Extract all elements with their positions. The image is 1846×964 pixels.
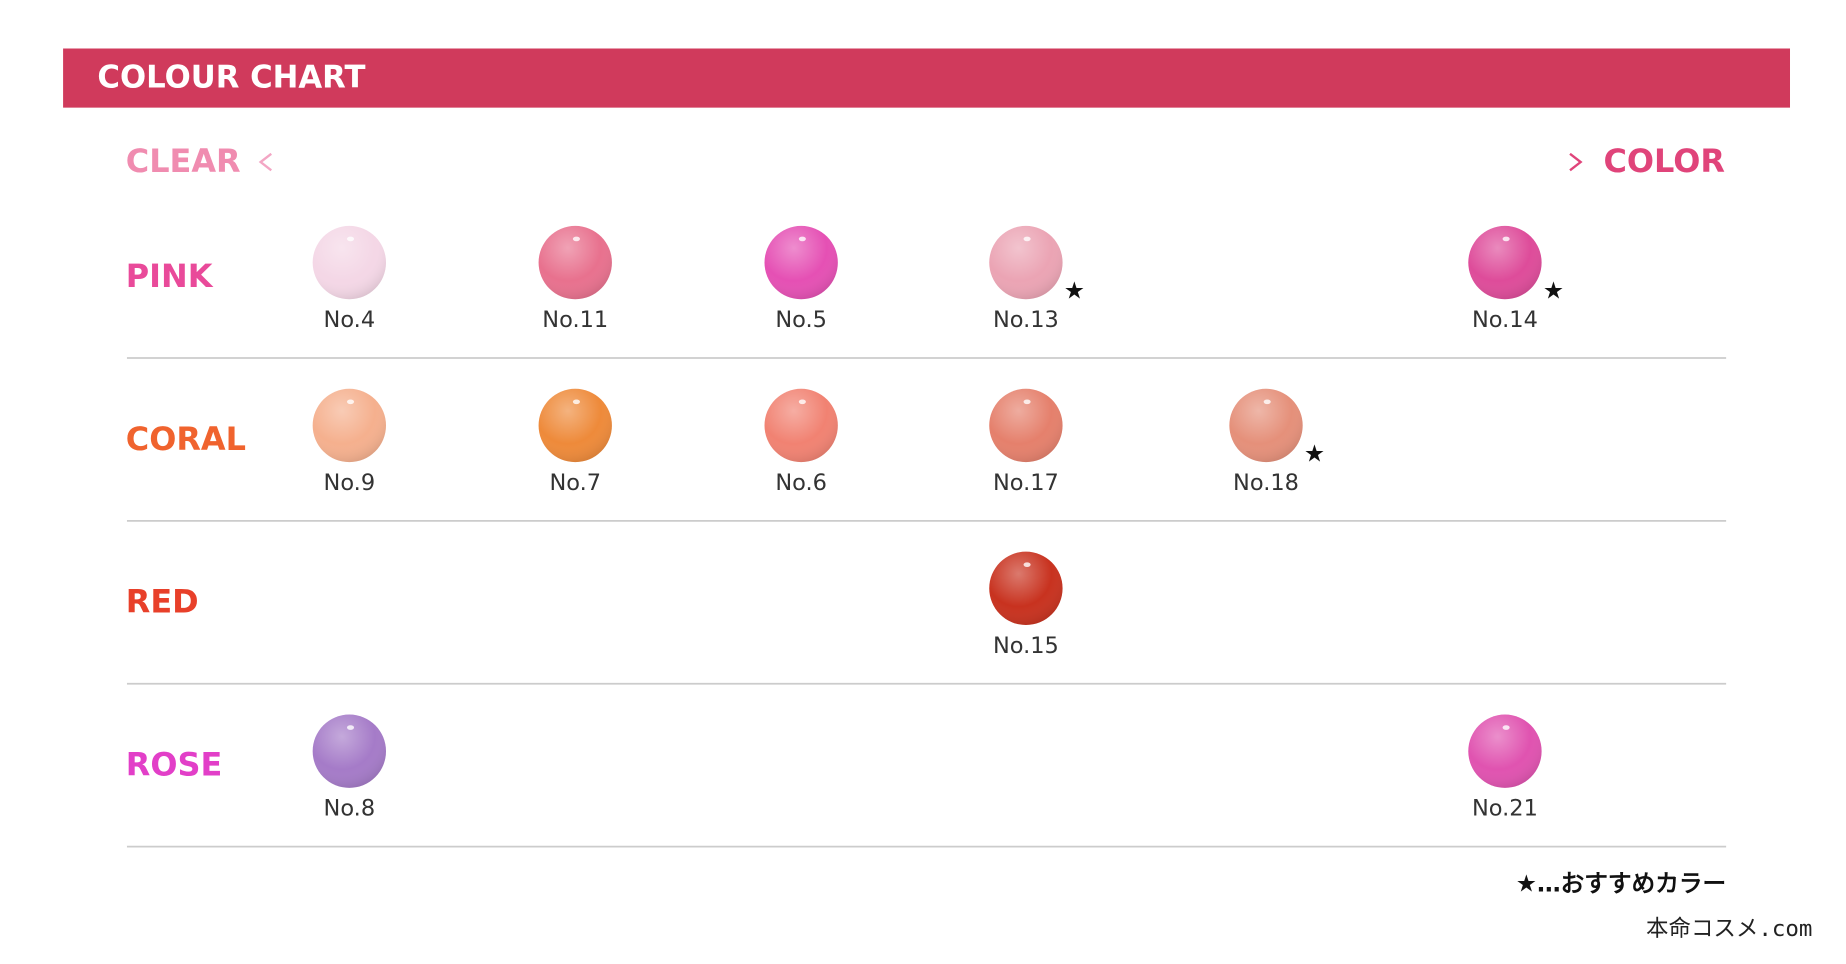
swatch-gloss: [1229, 388, 1303, 463]
arrow-head-left: [258, 152, 272, 172]
swatch-gloss: [538, 388, 612, 463]
swatch-label: No.8: [324, 796, 376, 822]
arrow-head-right: [1569, 152, 1583, 172]
swatch-gloss: [312, 225, 386, 300]
recommended-star: ★: [1304, 440, 1325, 468]
swatch-highlight: [798, 236, 806, 242]
swatch-label: No.13: [993, 307, 1059, 333]
swatch-label: No.17: [993, 470, 1059, 496]
swatch-gloss: [312, 388, 386, 463]
swatch-gloss: [1468, 714, 1542, 788]
recommended-star: ★: [1064, 277, 1085, 305]
swatch-highlight: [346, 725, 355, 730]
swatch-highlight: [798, 399, 806, 405]
swatch-gloss: [989, 225, 1063, 300]
swatch-highlight: [346, 399, 355, 405]
swatch-gloss: [989, 388, 1063, 463]
swatch-highlight: [1023, 236, 1031, 242]
swatch-highlight: [1023, 399, 1031, 405]
swatch-label: No.9: [324, 470, 376, 496]
legend: ★…おすすめカラー: [1516, 869, 1726, 897]
scale-left: CLEAR: [126, 142, 241, 180]
swatch-gloss: [989, 551, 1063, 626]
swatch-label: No.6: [775, 470, 827, 496]
swatch-label: No.14: [1472, 307, 1538, 333]
watermark: 本命コスメ.com: [1646, 916, 1812, 942]
swatch-highlight: [572, 399, 580, 405]
swatch-label: No.18: [1233, 470, 1299, 496]
swatch-highlight: [1263, 399, 1271, 405]
row-label: CORAL: [126, 420, 246, 458]
swatch-label: No.5: [775, 307, 827, 333]
swatch-highlight: [572, 236, 580, 242]
swatch-label: No.4: [324, 307, 376, 333]
swatch-gloss: [1468, 225, 1542, 300]
recommended-star: ★: [1543, 277, 1564, 305]
swatch-highlight: [1023, 562, 1031, 568]
row-label: ROSE: [126, 746, 223, 784]
header-title: COLOUR CHART: [97, 60, 365, 96]
header-bar: [63, 48, 1791, 108]
swatch-highlight: [346, 236, 355, 242]
row-label: PINK: [126, 257, 214, 295]
swatch-gloss: [538, 225, 612, 300]
swatch-highlight: [1502, 725, 1510, 730]
swatch-label: No.7: [549, 470, 601, 496]
swatch-gloss: [764, 388, 838, 463]
swatch-label: No.15: [993, 633, 1059, 659]
swatch-label: No.21: [1472, 796, 1538, 822]
swatch-gloss: [312, 714, 386, 788]
row-label: RED: [126, 583, 199, 621]
swatch-highlight: [1502, 236, 1510, 242]
scale-right: COLOR: [1603, 142, 1724, 180]
swatch-gloss: [764, 225, 838, 300]
swatch-label: No.11: [542, 307, 608, 333]
